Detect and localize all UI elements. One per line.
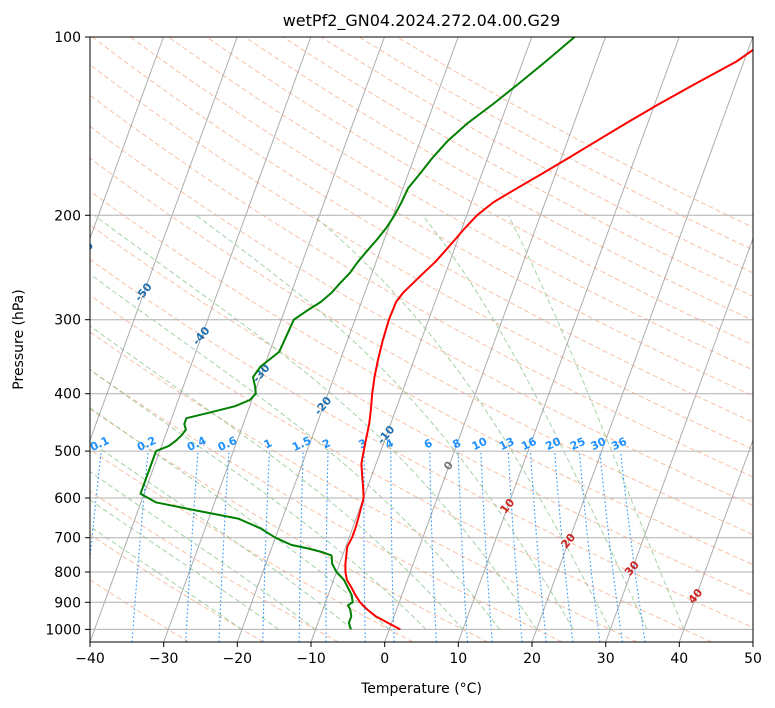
dry-adiabat-line bbox=[168, 37, 753, 371]
mixing-ratio-label: 16 bbox=[519, 435, 539, 453]
x-tick-label: −40 bbox=[75, 651, 105, 667]
y-tick-label: 900 bbox=[54, 595, 81, 611]
dry-adiabat-line bbox=[90, 190, 753, 566]
mixing-ratio-label: 20 bbox=[543, 435, 563, 453]
background-lines bbox=[90, 37, 753, 642]
y-tick-label: 800 bbox=[54, 565, 81, 581]
dry-adiabat-line bbox=[90, 64, 753, 450]
isotherm-line bbox=[236, 37, 459, 642]
mixing-ratio-line bbox=[578, 451, 601, 642]
x-tick-label: −30 bbox=[149, 651, 179, 667]
plot-frame bbox=[89, 36, 754, 643]
mixing-ratio-label: 25 bbox=[568, 435, 587, 453]
y-axis-label: Pressure (hPa) bbox=[11, 289, 27, 389]
dry-adiabat-line bbox=[282, 37, 753, 297]
dry-adiabat-line bbox=[130, 37, 753, 397]
mixing-ratio-label: 36 bbox=[609, 435, 629, 453]
isotherm-line bbox=[384, 37, 606, 642]
moist-adiabat-line bbox=[90, 440, 353, 630]
x-axis-label: Temperature (°C) bbox=[360, 681, 482, 697]
mixing-ratio-label: 10 bbox=[470, 435, 490, 453]
mixing-ratio-line bbox=[599, 451, 623, 642]
isotherm-line bbox=[531, 37, 753, 642]
x-tick-label: −20 bbox=[223, 651, 253, 667]
profile-series bbox=[139, 37, 753, 631]
dry-adiabat-line bbox=[90, 258, 753, 628]
y-tick-label: 200 bbox=[54, 208, 81, 224]
y-tick-label: 500 bbox=[54, 444, 81, 460]
y-tick-label: 600 bbox=[54, 491, 81, 507]
dry-adiabat-line bbox=[90, 294, 712, 642]
dry-adiabat-line bbox=[90, 369, 563, 642]
isotherm-line bbox=[310, 37, 533, 642]
dry-adiabat-line bbox=[206, 37, 753, 346]
y-tick-label: 700 bbox=[54, 531, 81, 547]
moist-adiabat-line bbox=[90, 407, 390, 630]
x-tick-label: 10 bbox=[449, 651, 467, 667]
x-tick-label: 20 bbox=[523, 651, 541, 667]
mixing-ratio-label: 13 bbox=[497, 435, 516, 453]
isotherm-line bbox=[605, 236, 753, 642]
pressure-grid bbox=[90, 37, 753, 630]
y-tick-label: 100 bbox=[54, 30, 81, 46]
dry-adiabat-line bbox=[397, 37, 753, 228]
isotherm-line bbox=[163, 37, 385, 642]
moist-adiabat-line bbox=[90, 325, 464, 630]
isotherm-line bbox=[90, 37, 312, 642]
y-tick-label: 400 bbox=[54, 387, 81, 403]
isotherm-line bbox=[457, 37, 680, 642]
mixing-ratio-label: 30 bbox=[589, 435, 609, 453]
moist-adiabat-line bbox=[508, 215, 685, 630]
x-tick-label: 0 bbox=[380, 651, 389, 667]
dry-adiabat-line bbox=[90, 224, 753, 597]
temperature-profile-line bbox=[344, 48, 753, 631]
y-tick-label: 300 bbox=[54, 313, 81, 329]
dewpoint-profile-line bbox=[139, 37, 576, 630]
isotherm-line bbox=[90, 37, 164, 240]
y-tick-label: 1000 bbox=[45, 622, 81, 638]
isotherm-label: -60 bbox=[74, 239, 97, 263]
line-labels: 0.10.20.40.611.52346810131620253036-100-… bbox=[74, 239, 706, 606]
dry-adiabat-line bbox=[244, 37, 753, 321]
axes: −40 −30 −20 −10 0 10 20 30 40 50 100 200 300 400 500 60… bbox=[45, 30, 762, 667]
x-tick-label: −10 bbox=[296, 651, 326, 667]
isotherm-line bbox=[90, 37, 238, 442]
dry-adiabat-line bbox=[90, 331, 638, 642]
x-tick-label: 40 bbox=[670, 651, 688, 667]
mixing-ratio-line bbox=[620, 451, 646, 642]
moist-adiabat-line bbox=[90, 499, 279, 630]
x-tick-label: 50 bbox=[744, 651, 762, 667]
isotherm-line bbox=[678, 438, 753, 642]
moist-adiabat-line bbox=[313, 214, 611, 630]
dry-adiabat-line bbox=[90, 534, 264, 642]
moist-adiabat-line bbox=[90, 525, 243, 630]
chart-title: wetPf2_GN04.2024.272.04.00.G29 bbox=[283, 11, 561, 31]
x-tick-label: 30 bbox=[597, 651, 615, 667]
